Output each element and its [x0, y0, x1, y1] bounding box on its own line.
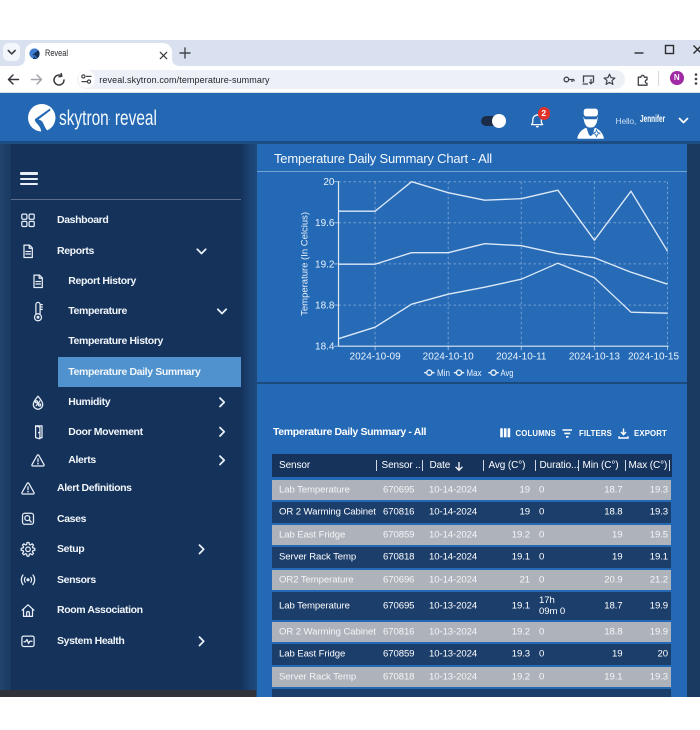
svg-text:20: 20: [323, 177, 335, 188]
svg-text:18.4: 18.4: [315, 341, 335, 352]
svg-text:Min: Min: [437, 368, 450, 379]
svg-text:Avg: Avg: [500, 368, 513, 379]
svg-text:2024-10-15: 2024-10-15: [627, 351, 679, 362]
svg-text:2024-10-13: 2024-10-13: [568, 351, 620, 362]
svg-text:2024-10-11: 2024-10-11: [496, 351, 547, 362]
svg-text:Temperature (In Celcius): Temperature (In Celcius): [299, 212, 310, 316]
svg-text:Max: Max: [466, 368, 481, 379]
svg-text:2024-10-10: 2024-10-10: [422, 351, 474, 362]
svg-text:18.8: 18.8: [315, 300, 335, 311]
svg-text:19.6: 19.6: [315, 218, 335, 229]
svg-text:19.2: 19.2: [315, 259, 335, 270]
svg-text:2024-10-09: 2024-10-09: [349, 351, 401, 362]
